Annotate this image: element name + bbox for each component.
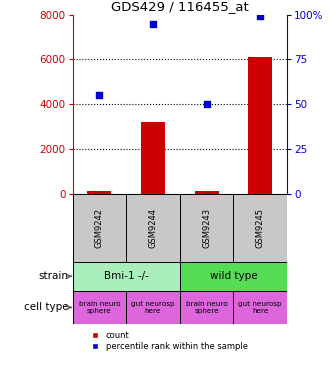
Text: GSM9242: GSM9242 [95, 208, 104, 248]
Legend: count, percentile rank within the sample: count, percentile rank within the sample [83, 327, 251, 355]
Bar [141, 122, 165, 194]
Bar [126, 194, 180, 262]
Bar [73, 262, 180, 291]
Text: GSM9244: GSM9244 [148, 208, 157, 248]
Bar [180, 262, 287, 291]
Point [204, 101, 209, 107]
Bar [234, 291, 287, 324]
Bar [234, 194, 287, 262]
Bar [180, 291, 234, 324]
Text: wild type: wild type [210, 271, 257, 281]
Title: GDS429 / 116455_at: GDS429 / 116455_at [111, 0, 249, 14]
Bar [73, 291, 126, 324]
Point [150, 20, 156, 26]
Text: gut neurosp
here: gut neurosp here [131, 301, 175, 314]
Text: GSM9245: GSM9245 [256, 208, 265, 248]
Bar [73, 194, 126, 262]
Point [97, 93, 102, 98]
Bar [248, 57, 272, 194]
Text: brain neuro
sphere: brain neuro sphere [79, 301, 120, 314]
Bar [180, 194, 234, 262]
Bar [87, 191, 112, 194]
Text: strain: strain [38, 271, 68, 281]
Text: cell type: cell type [24, 302, 68, 313]
Bar [126, 291, 180, 324]
Point [258, 14, 263, 19]
Text: gut neurosp
here: gut neurosp here [239, 301, 282, 314]
Text: Bmi-1 -/-: Bmi-1 -/- [104, 271, 148, 281]
Bar [195, 191, 219, 194]
Text: brain neuro
sphere: brain neuro sphere [186, 301, 227, 314]
Text: GSM9243: GSM9243 [202, 208, 211, 248]
